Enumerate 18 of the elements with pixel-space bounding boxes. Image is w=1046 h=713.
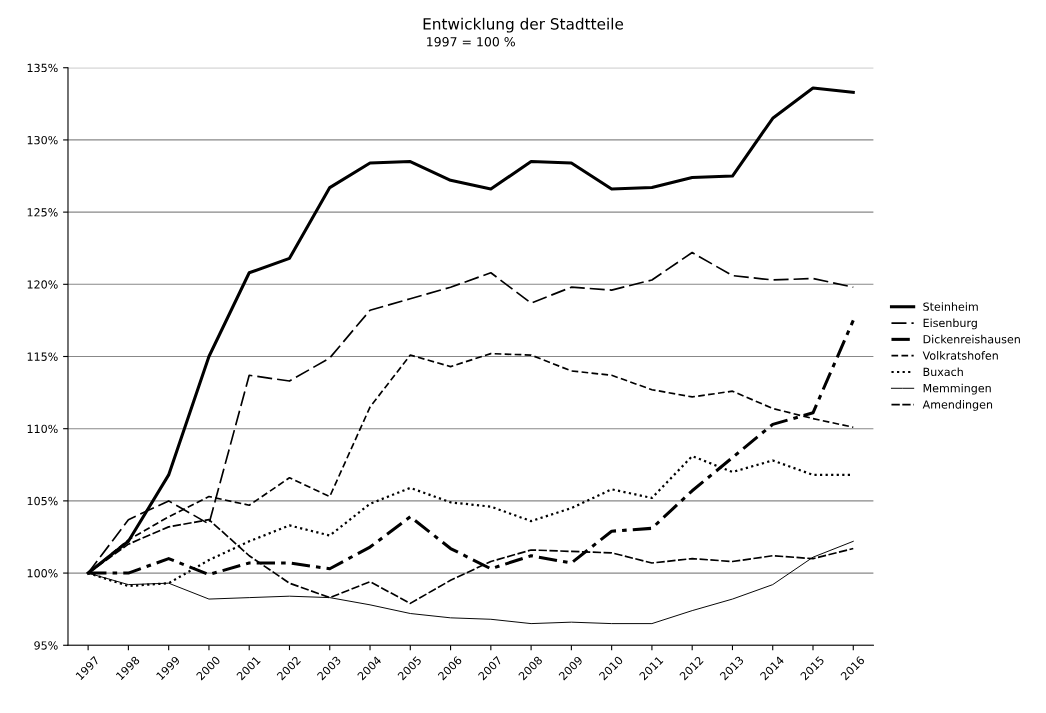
y-tick-label: 125% <box>27 208 58 217</box>
legend-label: Buxach <box>923 367 963 377</box>
y-tick-label: 110% <box>27 424 58 434</box>
chart-subtitle: 1997 = 100 % <box>427 37 515 47</box>
legend-label: Dickenreishausen <box>923 334 1020 344</box>
y-tick-label: 115% <box>27 352 58 361</box>
y-tick-label: 105% <box>27 496 58 506</box>
y-tick-label: 100% <box>27 569 58 578</box>
legend-label: Amendingen <box>922 400 993 411</box>
y-tick-label: 135% <box>27 63 58 73</box>
y-tick-label: 95% <box>34 641 58 650</box>
y-tick-label: 120% <box>27 280 58 289</box>
legend-label: Steinheim <box>923 302 978 311</box>
legend-label: Volkratshofen <box>922 351 998 360</box>
legend-label: Eisenburg <box>923 318 977 330</box>
y-tick-label: 130% <box>27 135 58 145</box>
chart-title: Entwicklung der Stadtteile <box>423 17 624 33</box>
legend-label: Memmingen <box>923 383 991 395</box>
